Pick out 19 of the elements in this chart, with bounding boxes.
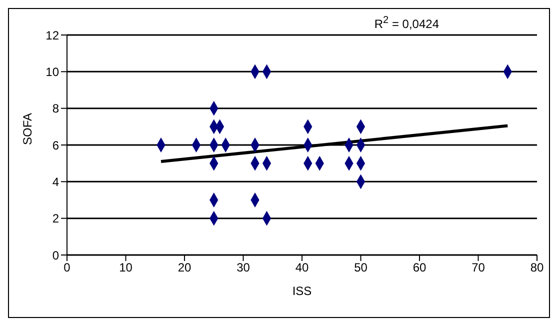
- x-tick-label: 40: [295, 260, 309, 275]
- x-tick-label: 70: [472, 260, 486, 275]
- y-tick-label: 2: [52, 212, 60, 226]
- text: R$^{2}$ = 0,0424: [374, 15, 439, 31]
- y-tick-label: 8: [52, 102, 60, 116]
- y-tick-label: 10: [46, 64, 60, 79]
- x-tick-label: 30: [236, 260, 250, 275]
- y-tick-label: 0: [52, 248, 60, 262]
- x-axis-title: ISS: [292, 284, 312, 298]
- x-tick-label: 20: [178, 260, 192, 275]
- x-tick-label: 10: [119, 260, 133, 275]
- x-tick-label: 0: [64, 260, 71, 275]
- x-tick-label: 50: [354, 260, 368, 275]
- y-tick-label: 12: [46, 28, 60, 42]
- y-tick-label: 6: [52, 138, 60, 152]
- y-tick-label: 4: [52, 174, 60, 189]
- x-tick-label: 60: [412, 260, 426, 275]
- x-tick-label: 80: [530, 260, 544, 275]
- y-axis-title: SOFA: [20, 112, 34, 145]
